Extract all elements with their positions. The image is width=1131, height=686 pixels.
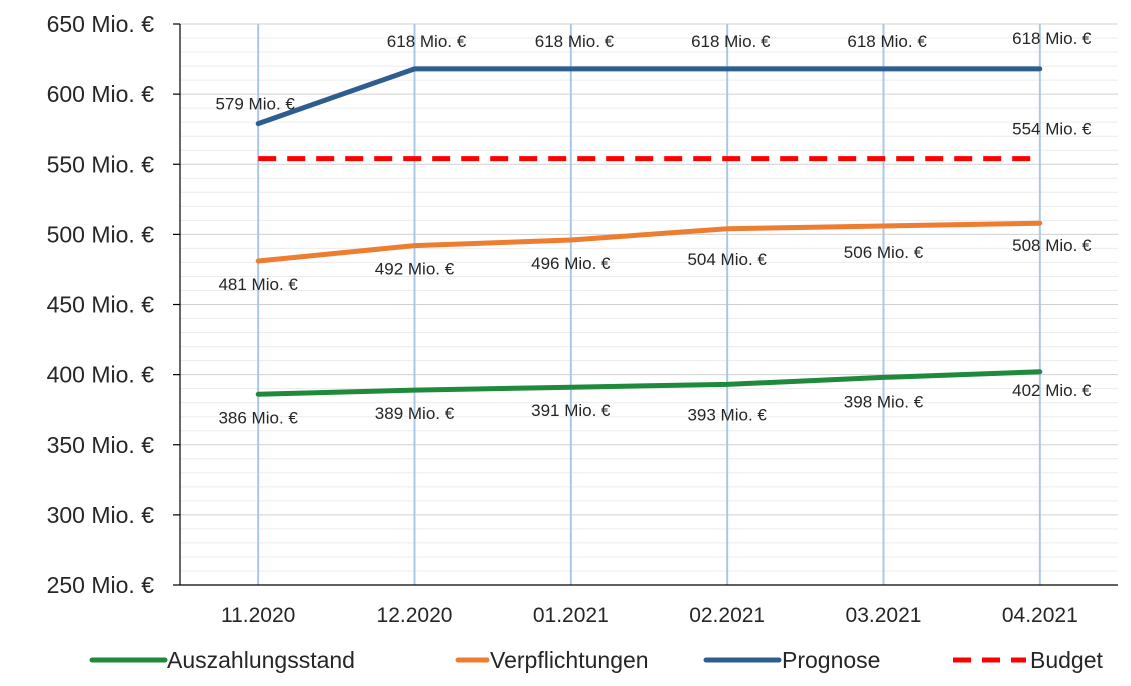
data-point-prognose [882, 67, 885, 70]
y-tick-label: 600 Mio. € [47, 81, 155, 107]
data-label-budget: 554 Mio. € [1012, 120, 1092, 139]
x-tick-label: 11.2020 [221, 604, 295, 627]
y-tick-label: 250 Mio. € [47, 572, 155, 598]
data-label-auszahlungsstand: 393 Mio. € [687, 405, 767, 424]
data-label-verpflichtungen: 506 Mio. € [844, 243, 924, 262]
data-label-verpflichtungen: 496 Mio. € [531, 254, 611, 273]
data-point-budget [1038, 157, 1041, 160]
x-tick-label: 12.2020 [377, 604, 453, 627]
data-label-verpflichtungen: 492 Mio. € [375, 260, 455, 279]
data-point-auszahlungsstand [882, 376, 885, 379]
series-lines [255, 66, 1043, 397]
y-tick-label: 500 Mio. € [47, 221, 155, 247]
data-label-auszahlungsstand: 402 Mio. € [1012, 381, 1092, 400]
data-point-auszahlungsstand [1038, 370, 1041, 373]
data-point-auszahlungsstand [257, 393, 260, 396]
data-point-verpflichtungen [257, 260, 260, 263]
data-labels: 386 Mio. € 389 Mio. € 391 Mio. € 393 Mio. €… [215, 29, 1092, 427]
data-point-budget [882, 157, 885, 160]
gridlines [180, 23, 1118, 585]
data-point-auszahlungsstand [569, 386, 572, 389]
y-tick-label: 400 Mio. € [47, 362, 155, 388]
data-point-verpflichtungen [413, 244, 416, 247]
data-label-verpflichtungen: 504 Mio. € [687, 250, 767, 269]
data-label-prognose: 579 Mio. € [215, 95, 295, 114]
data-point-prognose [1038, 67, 1041, 70]
data-point-budget [257, 157, 260, 160]
data-label-prognose: 618 Mio. € [1012, 29, 1092, 48]
data-point-budget [569, 157, 572, 160]
data-label-prognose: 618 Mio. € [535, 32, 615, 51]
legend-label-auszahlungsstand[interactable]: Auszahlungsstand [167, 647, 355, 673]
x-tick-label: 01.2021 [533, 604, 609, 627]
data-label-auszahlungsstand: 391 Mio. € [531, 401, 611, 420]
data-label-verpflichtungen: 508 Mio. € [1012, 236, 1092, 255]
x-tick-label: 02.2021 [689, 604, 765, 627]
data-point-budget [413, 157, 416, 160]
data-point-prognose [726, 67, 729, 70]
data-label-verpflichtungen: 481 Mio. € [218, 275, 298, 294]
legend-label-verpflichtungen[interactable]: Verpflichtungen [490, 647, 649, 673]
y-tick-label: 300 Mio. € [47, 502, 155, 528]
x-tick-label: 03.2021 [846, 604, 922, 627]
legend-label-budget[interactable]: Budget [1030, 647, 1104, 673]
data-point-prognose [257, 122, 260, 125]
series-line-verpflichtungen [255, 220, 1043, 264]
data-point-budget [726, 157, 729, 160]
y-tick-label: 350 Mio. € [47, 432, 155, 458]
y-tick-label: 550 Mio. € [47, 151, 155, 177]
data-label-auszahlungsstand: 386 Mio. € [218, 408, 298, 427]
data-label-auszahlungsstand: 398 Mio. € [844, 392, 924, 411]
axes: 250 Mio. € 300 Mio. € 350 Mio. € 400 Mio. €… [47, 11, 1118, 627]
data-label-prognose: 618 Mio. € [847, 32, 927, 51]
y-tick-label: 450 Mio. € [47, 292, 155, 318]
series-line-auszahlungsstand [255, 369, 1043, 397]
data-point-verpflichtungen [882, 224, 885, 227]
series-line-prognose [255, 66, 1043, 127]
data-point-verpflichtungen [726, 227, 729, 230]
data-point-verpflichtungen [1038, 222, 1041, 225]
data-point-auszahlungsstand [413, 389, 416, 392]
x-tick-label: 04.2021 [1002, 604, 1078, 627]
data-label-prognose: 618 Mio. € [691, 32, 771, 51]
data-point-verpflichtungen [569, 238, 572, 241]
data-point-prognose [569, 67, 572, 70]
data-label-auszahlungsstand: 389 Mio. € [375, 404, 455, 423]
data-label-prognose: 618 Mio. € [387, 32, 467, 51]
data-point-prognose [413, 67, 416, 70]
legend[interactable]: Auszahlungsstand Verpflichtungen Prognose B… [89, 647, 1104, 673]
data-point-auszahlungsstand [726, 383, 729, 386]
y-tick-label: 650 Mio. € [47, 11, 155, 37]
legend-label-prognose[interactable]: Prognose [782, 647, 880, 673]
